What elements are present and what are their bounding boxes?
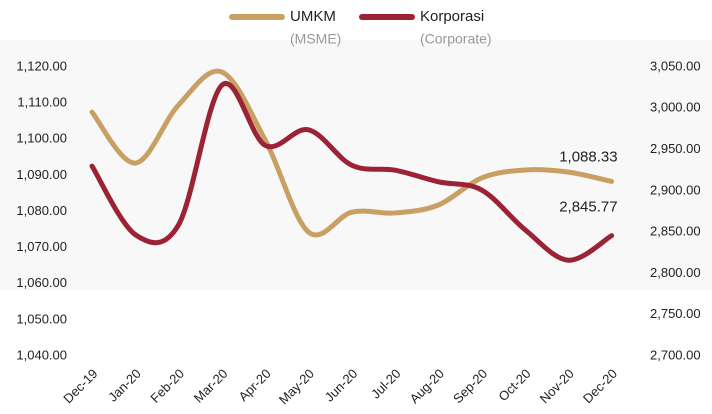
y-tick-label: 1,080.00 [16, 203, 67, 218]
value-label: 2,845.77 [559, 199, 617, 216]
y2-tick-label: 2,850.00 [650, 224, 701, 239]
y2-tick-label: 2,900.00 [650, 182, 701, 197]
y-tick-label: 1,100.00 [16, 131, 67, 146]
series-line [89, 80, 615, 263]
y2-tick-label: 3,000.00 [650, 100, 701, 115]
y-tick-label: 1,110.00 [17, 95, 67, 110]
y-tick-label: 1,120.00 [16, 58, 67, 73]
y2-tick-label: 3,050.00 [650, 58, 701, 73]
y-tick-label: 1,040.00 [16, 347, 67, 362]
series-line [89, 68, 615, 238]
value-label: 1,088.33 [559, 148, 617, 165]
y2-tick-label: 2,800.00 [650, 265, 701, 280]
y2-tick-label: 2,750.00 [650, 306, 701, 321]
legend-subtitle: (MSME) [290, 31, 341, 47]
y-tick-label: 1,090.00 [16, 167, 67, 182]
y-tick-label: 1,070.00 [16, 239, 67, 254]
legend-label: UMKM [290, 8, 336, 25]
y-tick-label: 1,050.00 [16, 311, 67, 326]
y2-tick-label: 2,700.00 [650, 347, 701, 362]
y2-tick-label: 2,950.00 [650, 141, 701, 156]
legend-label: Korporasi [420, 8, 484, 25]
legend-subtitle: (Corporate) [420, 31, 492, 47]
y-tick-label: 1,060.00 [16, 275, 67, 290]
